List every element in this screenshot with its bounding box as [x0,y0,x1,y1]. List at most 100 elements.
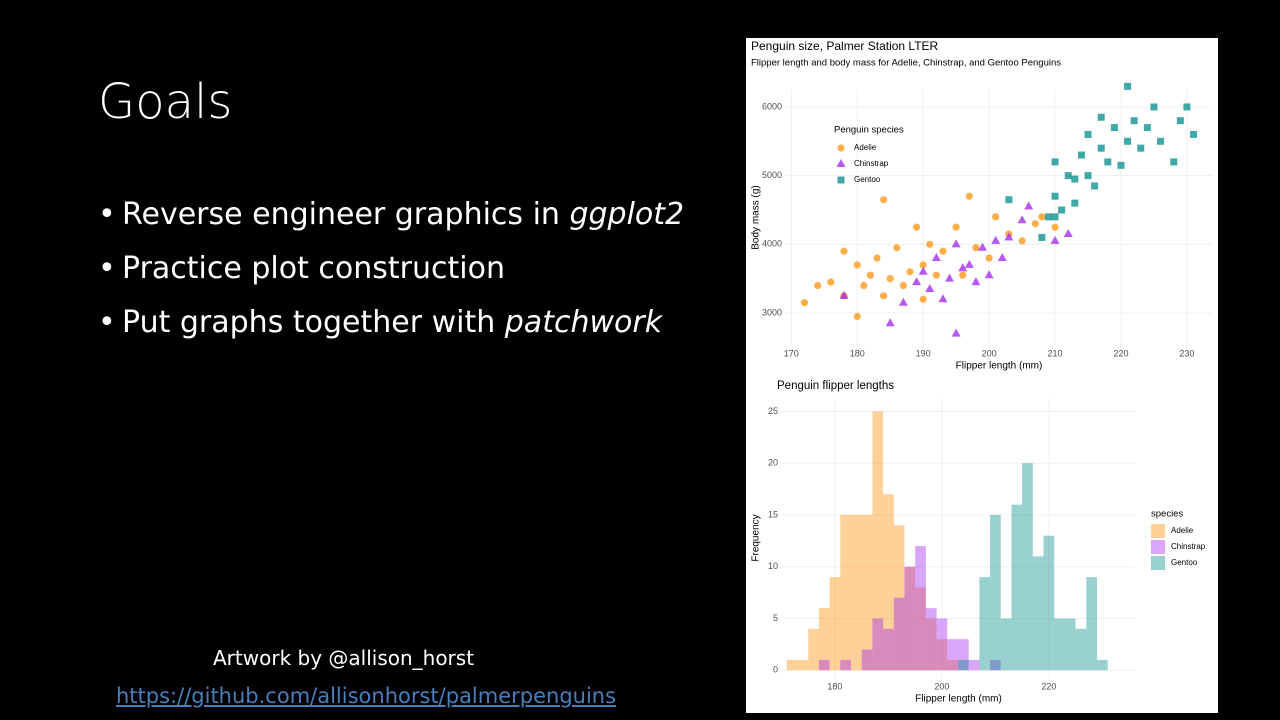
bar [861,649,873,671]
point [1183,103,1191,111]
y-tick-label: 10 [768,561,778,571]
point [985,254,993,262]
point [906,268,914,276]
point [1110,124,1118,132]
bullet-list: Reverse engineer graphics in ggplot2Prac… [98,194,684,356]
point [912,277,922,286]
point [873,254,881,262]
y-axis-label: Frequency [751,514,762,561]
point [839,290,849,299]
point [840,247,848,255]
legend-label: Chinstrap [1171,542,1206,551]
point [938,294,948,303]
point [1051,223,1059,231]
point [1004,232,1014,241]
bar [1032,556,1044,671]
point [1063,229,1073,238]
point [898,297,908,306]
point [959,271,967,279]
bar [797,659,809,671]
point [1097,113,1105,121]
point [951,239,961,248]
point [926,240,934,248]
bar [893,525,905,671]
legend-label: Adelie [854,143,877,152]
y-tick-label: 5000 [762,170,782,180]
point [1150,103,1158,111]
point [972,244,980,252]
point [1050,235,1060,244]
legend-swatch [1151,524,1165,538]
bar [957,659,969,671]
legend-label: Gentoo [854,175,881,184]
legend-title: species [1151,509,1183,520]
bar [818,659,830,671]
bar [904,566,916,671]
y-tick-label: 4000 [762,239,782,249]
y-axis-label: Body mass (g) [751,185,762,249]
point [1104,158,1112,166]
point [925,283,935,292]
bar [925,618,937,671]
point [800,299,809,307]
point [1051,192,1059,200]
y-tick-label: 20 [768,458,778,468]
point [1143,124,1151,132]
legend-marker [837,176,845,184]
point [992,213,1000,221]
point [827,278,835,286]
bar [1000,618,1012,671]
bullet-text: ggplot2 [569,197,685,232]
slide-title: Goals [98,74,233,130]
legend-title: Penguin species [834,125,904,136]
bar [936,639,948,671]
x-tick-label: 200 [982,348,997,358]
y-tick-label: 15 [768,509,778,519]
chart-subtitle: Flipper length and body mass for Adelie,… [751,58,1061,69]
bar [808,628,819,671]
point [964,259,974,268]
point [931,253,941,262]
point [853,312,861,321]
bar [1086,577,1098,671]
point [1058,206,1066,214]
figure-panel: Penguin size, Palmer Station LTER Flipper… [746,38,1218,713]
bullet: Put graphs together with patchwork [98,302,684,356]
legend-marker [836,159,846,167]
legend-label: Adelie [1171,526,1194,535]
point [899,281,907,290]
point [952,223,960,231]
x-axis-label: Flipper length (mm) [915,694,1002,705]
point [1051,213,1059,221]
link[interactable]: https://github.com/allisonhorst/palmerpe… [116,684,617,708]
point [978,242,988,251]
point [1064,172,1072,180]
point [971,277,981,286]
x-axis-label: Flipper length (mm) [956,361,1043,372]
bar [883,494,894,671]
bar [883,628,894,671]
bar [1011,504,1023,671]
point [984,270,994,279]
bar [915,587,926,671]
bar [947,639,958,671]
y-tick-label: 6000 [762,101,782,111]
point [879,196,888,204]
bar [829,577,841,671]
bar [1022,463,1033,671]
x-tick-label: 230 [1179,348,1194,358]
bar [925,608,937,671]
legend-label: Chinstrap [854,159,889,168]
bullet-text: Put graphs together with [122,305,505,340]
bar [893,597,905,671]
point [1091,182,1099,190]
credit: Artwork by @allison_horst [213,646,475,670]
bar [990,659,1001,671]
bar [936,618,948,671]
y-tick-label: 25 [768,406,778,416]
point [1124,82,1132,90]
point [1157,137,1165,145]
y-tick-label: 5 [773,613,778,623]
bullet: Reverse engineer graphics in ggplot2 [98,194,684,248]
